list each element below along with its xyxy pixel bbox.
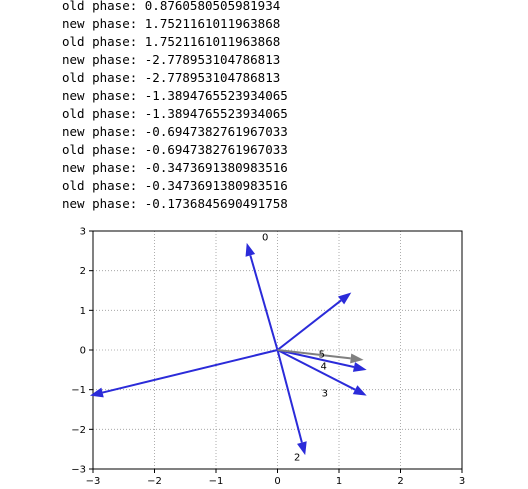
vector-shaft	[277, 349, 356, 391]
console-output: old phase: 0.8760580505981934 new phase: …	[62, 0, 288, 213]
x-tick-label: −3	[86, 476, 101, 487]
console-line: old phase: -0.6947382761967033	[62, 142, 288, 157]
x-tick-label: −2	[147, 476, 162, 487]
y-tick-label: 3	[80, 227, 86, 238]
console-line: old phase: 1.7521161011963868	[62, 34, 281, 49]
vector-head	[352, 385, 367, 396]
vector-labels: 0 2 3 45	[262, 232, 328, 463]
x-tick-label: 3	[459, 476, 465, 487]
console-line: old phase: -1.3894765523934065	[62, 106, 288, 121]
console-line: old phase: -2.778953104786813	[62, 70, 281, 85]
vector-head	[245, 242, 256, 257]
vector-label: 2	[294, 453, 300, 464]
vector-shaft	[277, 349, 351, 360]
console-line: new phase: -0.1736845690491758	[62, 196, 288, 211]
vector-head	[89, 387, 104, 398]
x-tick-label: 0	[274, 476, 280, 487]
vector-arrow	[277, 349, 367, 396]
console-line: new phase: -0.3473691380983516	[62, 160, 288, 175]
vector-arrow	[89, 349, 278, 398]
vector-head	[352, 362, 367, 372]
console-line: new phase: -1.3894765523934065	[62, 88, 288, 103]
vectors	[89, 242, 367, 456]
vector-shaft	[277, 349, 355, 368]
console-line: new phase: -0.6947382761967033	[62, 124, 288, 139]
x-tick-label: 2	[397, 476, 403, 487]
x-tick-label: 1	[336, 476, 342, 487]
y-tick-label: 1	[80, 306, 86, 317]
y-tick-label: −1	[71, 385, 86, 396]
vector-shaft	[102, 349, 278, 394]
vector-head	[297, 441, 307, 456]
y-tick-label: −3	[71, 465, 86, 476]
vector-shaft	[276, 299, 342, 351]
x-tick-label: −1	[209, 476, 224, 487]
console-line: old phase: 0.8760580505981934	[62, 0, 281, 13]
vector-arrow	[277, 349, 367, 372]
vector-label: 4	[320, 361, 326, 372]
vector-label: 3	[322, 388, 328, 399]
vector-shaft	[276, 349, 303, 443]
vector-label: 0	[262, 232, 268, 243]
vector-arrow	[277, 349, 364, 364]
vector-head	[337, 292, 352, 305]
vector-arrow	[276, 349, 307, 456]
vector-label: 5	[319, 349, 325, 360]
y-tick-label: 2	[80, 266, 86, 277]
y-tick-label: 0	[80, 346, 86, 357]
console-line: new phase: -2.778953104786813	[62, 52, 281, 67]
axis-ticks: −3 −2 −1 0 1 2 3 3 2 1 0 −1 −2 −3	[71, 227, 465, 488]
y-tick-label: −2	[71, 425, 86, 436]
vector-arrow	[245, 242, 279, 351]
vector-arrow	[276, 292, 352, 351]
console-line: new phase: 1.7521161011963868	[62, 16, 281, 31]
vector-shaft	[249, 255, 279, 351]
vector-head	[350, 353, 364, 364]
console-line: old phase: -0.3473691380983516	[62, 178, 288, 193]
